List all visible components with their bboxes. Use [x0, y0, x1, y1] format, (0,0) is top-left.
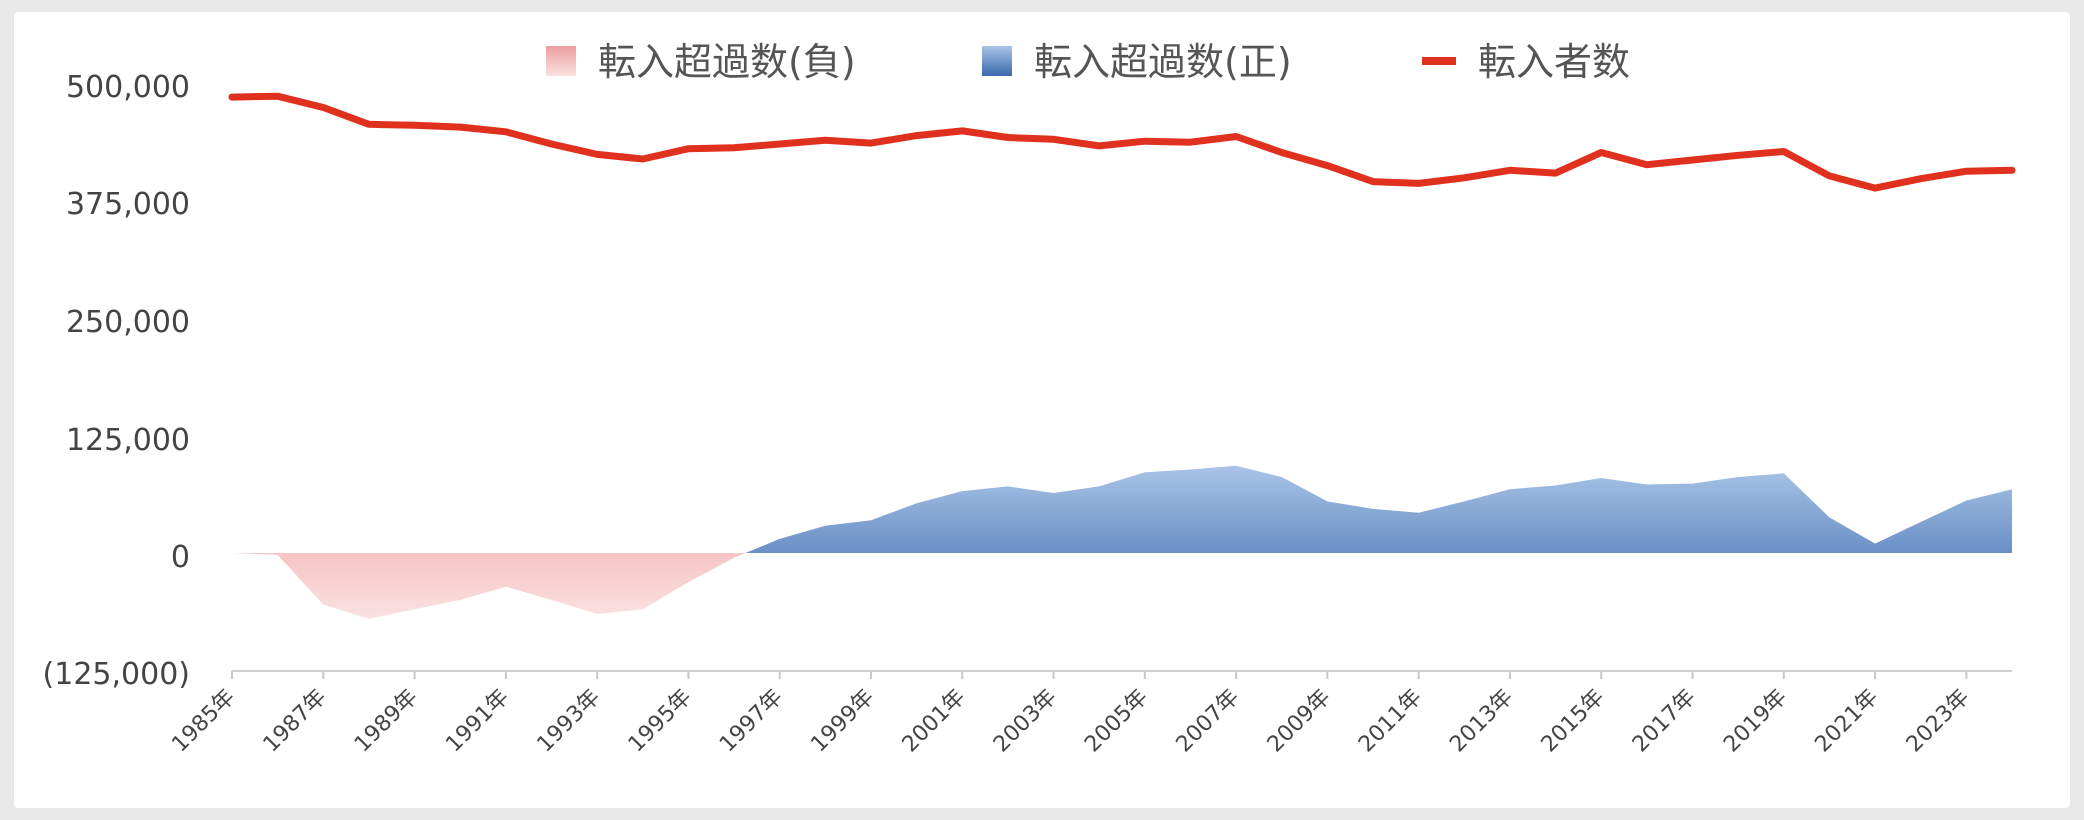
- inflow-count-point: [1735, 152, 1741, 158]
- inflow-count-point: [868, 140, 874, 146]
- inflow-count-point: [1005, 135, 1011, 141]
- x-tick-label: 2019年: [1719, 685, 1792, 758]
- inflow-count-point: [320, 105, 326, 111]
- plot-area: [228, 92, 2016, 619]
- inflow-count-point: [275, 93, 281, 99]
- x-tick-label: 2013年: [1445, 685, 1518, 758]
- x-tick-label: 2011年: [1354, 685, 1427, 758]
- x-tick-label: 2015年: [1537, 685, 1610, 758]
- chart-panel: 転入超過数(負) 転入超過数(正) 転入者数 500,000 375,000 2…: [14, 12, 2070, 808]
- y-tick-label: 125,000: [66, 423, 190, 458]
- inflow-count-point: [549, 141, 555, 147]
- y-axis: 500,000 375,000 250,000 125,000 0 (125,0…: [43, 70, 190, 692]
- inflow-count-point: [503, 129, 509, 135]
- y-tick-label: 0: [171, 540, 190, 575]
- x-tick-label: 1993年: [533, 685, 606, 758]
- inflow-count-point: [1324, 163, 1330, 169]
- chart-svg: 転入超過数(負) 転入超過数(正) 転入者数 500,000 375,000 2…: [43, 40, 2016, 758]
- x-tick-label: 1989年: [350, 685, 423, 758]
- net-inflow-positive-area: [232, 465, 2012, 553]
- y-tick-label: (125,000): [43, 657, 190, 692]
- inflow-count-point: [1963, 168, 1969, 174]
- inflow-count-point: [1690, 157, 1696, 163]
- x-tick-label: 1985年: [167, 685, 240, 758]
- legend-label-line: 転入者数: [1478, 40, 1630, 84]
- inflow-count-point: [1598, 150, 1604, 156]
- net-inflow-negative-area: [232, 553, 2012, 619]
- inflow-count-point: [594, 151, 600, 157]
- x-tick-label: 1987年: [259, 685, 332, 758]
- y-tick-label: 500,000: [66, 70, 190, 105]
- x-tick-label: 2023年: [1902, 685, 1975, 758]
- inflow-count-point: [2009, 167, 2015, 173]
- x-axis: 1985年 1987年 1989年 1991年 1993年 1995年 1997年 1999年…: [167, 671, 1975, 758]
- inflow-count-point: [822, 137, 828, 143]
- x-tick-label: 2005年: [1080, 685, 1153, 758]
- inflow-count-point: [1279, 150, 1285, 156]
- legend: 転入超過数(負) 転入超過数(正) 転入者数: [546, 40, 1630, 84]
- inflow-count-point: [959, 128, 965, 134]
- inflow-count-point: [1416, 180, 1422, 186]
- inflow-count-point: [1644, 162, 1650, 168]
- legend-label-negative: 転入超過数(負): [598, 40, 856, 84]
- inflow-count-point: [1142, 138, 1148, 144]
- legend-swatch-positive: [982, 46, 1012, 76]
- inflow-count-point: [457, 124, 463, 130]
- x-tick-label: 2017年: [1628, 685, 1701, 758]
- inflow-count-point: [1370, 179, 1376, 185]
- legend-swatch-negative: [546, 46, 576, 76]
- inflow-count-point: [914, 133, 920, 139]
- inflow-count-line: [228, 92, 2016, 192]
- inflow-count-point: [1553, 170, 1559, 176]
- inflow-count-point: [731, 145, 737, 151]
- x-tick-label: 2009年: [1263, 685, 1336, 758]
- inflow-count-point: [366, 121, 372, 127]
- x-tick-label: 1995年: [624, 685, 697, 758]
- x-tick-label: 1999年: [806, 685, 879, 758]
- y-tick-label: 250,000: [66, 305, 190, 340]
- legend-swatch-line: [1422, 57, 1456, 65]
- inflow-count-point: [229, 94, 235, 100]
- inflow-count-point: [1507, 167, 1513, 173]
- inflow-count-point: [1233, 134, 1239, 140]
- inflow-count-point: [1051, 136, 1057, 142]
- x-tick-label: 1991年: [441, 685, 514, 758]
- inflow-count-point: [777, 141, 783, 147]
- y-tick-label: 375,000: [66, 187, 190, 222]
- inflow-count-point: [1781, 149, 1787, 155]
- legend-label-positive: 転入超過数(正): [1034, 40, 1292, 84]
- inflow-count-point: [1188, 139, 1194, 145]
- inflow-count-point: [1872, 185, 1878, 191]
- inflow-count-point: [1096, 143, 1102, 149]
- x-tick-label: 2021年: [1810, 685, 1883, 758]
- inflow-count-point: [1826, 173, 1832, 179]
- x-tick-label: 2001年: [898, 685, 971, 758]
- inflow-count-point: [685, 146, 691, 152]
- x-tick-label: 2003年: [989, 685, 1062, 758]
- inflow-count-point: [1918, 176, 1924, 182]
- x-tick-label: 2007年: [1172, 685, 1245, 758]
- x-tick-label: 1997年: [715, 685, 788, 758]
- inflow-count-point: [1461, 175, 1467, 181]
- inflow-count-point: [412, 122, 418, 128]
- inflow-count-point: [640, 156, 646, 162]
